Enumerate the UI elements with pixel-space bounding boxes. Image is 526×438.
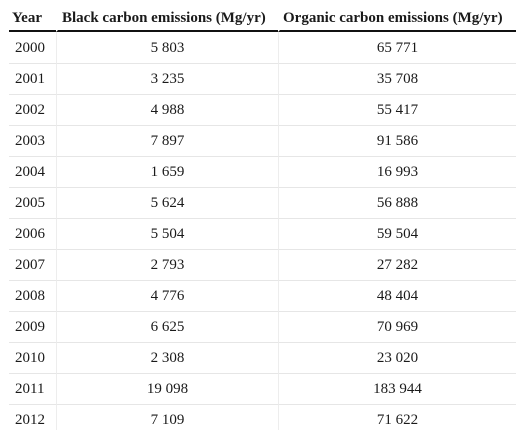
cell-organic-carbon: 55 417 bbox=[278, 95, 516, 126]
cell-organic-carbon: 16 993 bbox=[278, 157, 516, 188]
table-row: 2004 1 659 16 993 bbox=[9, 157, 516, 188]
emissions-table: Year Black carbon emissions (Mg/yr) Orga… bbox=[9, 6, 516, 430]
table-row: 2007 2 793 27 282 bbox=[9, 250, 516, 281]
cell-black-carbon: 5 624 bbox=[56, 188, 278, 219]
table-row: 2005 5 624 56 888 bbox=[9, 188, 516, 219]
table-row: 2009 6 625 70 969 bbox=[9, 312, 516, 343]
table-row: 2002 4 988 55 417 bbox=[9, 95, 516, 126]
cell-organic-carbon: 35 708 bbox=[278, 64, 516, 95]
cell-black-carbon: 5 803 bbox=[56, 32, 278, 64]
cell-year: 2009 bbox=[9, 312, 56, 343]
cell-year: 2004 bbox=[9, 157, 56, 188]
cell-organic-carbon: 59 504 bbox=[278, 219, 516, 250]
cell-black-carbon: 3 235 bbox=[56, 64, 278, 95]
cell-organic-carbon: 91 586 bbox=[278, 126, 516, 157]
header-row: Year Black carbon emissions (Mg/yr) Orga… bbox=[9, 6, 516, 32]
cell-organic-carbon: 56 888 bbox=[278, 188, 516, 219]
cell-year: 2012 bbox=[9, 405, 56, 430]
cell-organic-carbon: 48 404 bbox=[278, 281, 516, 312]
cell-black-carbon: 4 988 bbox=[56, 95, 278, 126]
cell-black-carbon: 7 109 bbox=[56, 405, 278, 430]
table-row: 2012 7 109 71 622 bbox=[9, 405, 516, 430]
cell-black-carbon: 1 659 bbox=[56, 157, 278, 188]
cell-year: 2010 bbox=[9, 343, 56, 374]
table-row: 2000 5 803 65 771 bbox=[9, 32, 516, 64]
column-header-organic-carbon: Organic carbon emissions (Mg/yr) bbox=[278, 6, 516, 32]
cell-year: 2011 bbox=[9, 374, 56, 405]
cell-organic-carbon: 65 771 bbox=[278, 32, 516, 64]
column-header-year: Year bbox=[9, 6, 56, 32]
cell-black-carbon: 7 897 bbox=[56, 126, 278, 157]
cell-year: 2003 bbox=[9, 126, 56, 157]
cell-black-carbon: 5 504 bbox=[56, 219, 278, 250]
cell-year: 2000 bbox=[9, 32, 56, 64]
emissions-table-container: Year Black carbon emissions (Mg/yr) Orga… bbox=[9, 6, 516, 430]
table-row: 2010 2 308 23 020 bbox=[9, 343, 516, 374]
table-row: 2011 19 098 183 944 bbox=[9, 374, 516, 405]
cell-black-carbon: 2 793 bbox=[56, 250, 278, 281]
cell-black-carbon: 4 776 bbox=[56, 281, 278, 312]
cell-year: 2001 bbox=[9, 64, 56, 95]
cell-black-carbon: 6 625 bbox=[56, 312, 278, 343]
cell-organic-carbon: 70 969 bbox=[278, 312, 516, 343]
cell-organic-carbon: 23 020 bbox=[278, 343, 516, 374]
table-row: 2003 7 897 91 586 bbox=[9, 126, 516, 157]
cell-year: 2008 bbox=[9, 281, 56, 312]
table-row: 2006 5 504 59 504 bbox=[9, 219, 516, 250]
table-row: 2008 4 776 48 404 bbox=[9, 281, 516, 312]
cell-black-carbon: 2 308 bbox=[56, 343, 278, 374]
column-header-black-carbon: Black carbon emissions (Mg/yr) bbox=[56, 6, 278, 32]
table-body: 2000 5 803 65 771 2001 3 235 35 708 2002… bbox=[9, 32, 516, 430]
cell-organic-carbon: 183 944 bbox=[278, 374, 516, 405]
cell-year: 2007 bbox=[9, 250, 56, 281]
table-row: 2001 3 235 35 708 bbox=[9, 64, 516, 95]
cell-year: 2005 bbox=[9, 188, 56, 219]
cell-year: 2006 bbox=[9, 219, 56, 250]
cell-organic-carbon: 71 622 bbox=[278, 405, 516, 430]
cell-year: 2002 bbox=[9, 95, 56, 126]
cell-organic-carbon: 27 282 bbox=[278, 250, 516, 281]
cell-black-carbon: 19 098 bbox=[56, 374, 278, 405]
